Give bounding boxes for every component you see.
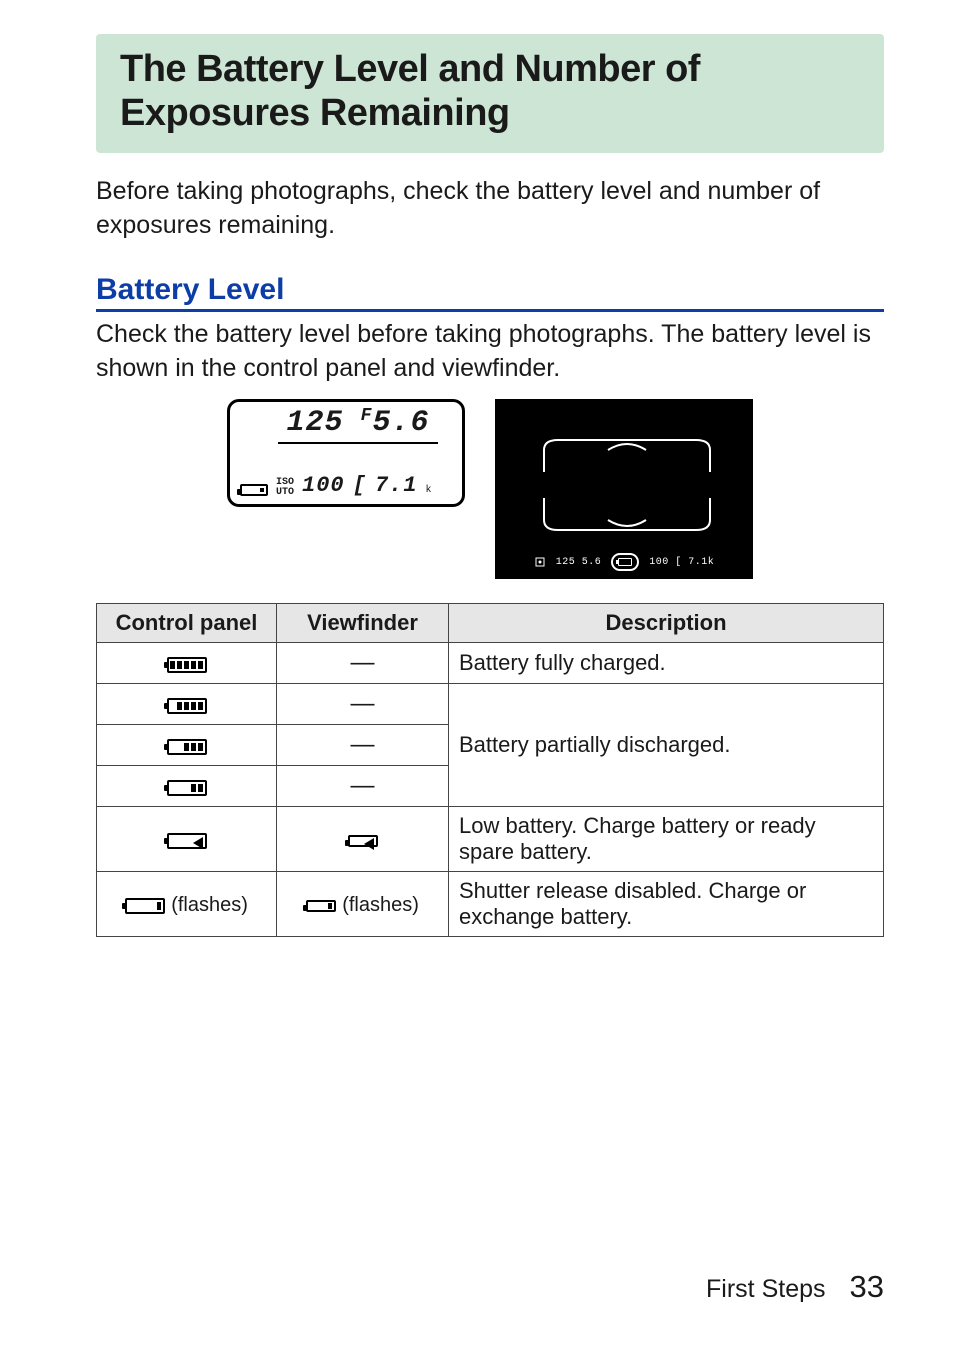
af-point-icon [534, 556, 546, 568]
lcd-iso-value: 100 [302, 473, 345, 498]
flash-label: (flashes) [342, 894, 419, 916]
table-row: — Battery fully charged. [97, 643, 884, 684]
cell-control-panel [97, 725, 277, 766]
cell-description: Battery partially discharged. [449, 684, 884, 807]
table-row: (flashes) (flashes) Shutter release disab… [97, 872, 884, 937]
cell-control-panel [97, 684, 277, 725]
section-intro-text: Check the battery level before taking ph… [96, 318, 884, 386]
battery-icon [167, 698, 207, 714]
cell-description: Low battery. Charge battery or ready spa… [449, 807, 884, 872]
vf-right-readout: 100 [ 7.1k [649, 557, 714, 568]
cell-viewfinder [277, 807, 449, 872]
dash: — [351, 731, 375, 758]
lcd-bracket: [ [353, 473, 367, 498]
lcd-shots: 7.1 [375, 473, 418, 498]
control-panel-figure: 125 F5.6 ISOUTO 100 [ 7.1 k [227, 399, 465, 507]
cell-control-panel [97, 766, 277, 807]
battery-icon [125, 898, 165, 914]
cell-description: Shutter release disabled. Charge or exch… [449, 872, 884, 937]
battery-icon [240, 484, 268, 496]
col-header-viewfinder: Viewfinder [277, 604, 449, 643]
cell-control-panel [97, 643, 277, 684]
footer-page-number: 33 [850, 1269, 884, 1305]
page-footer: First Steps 33 [706, 1269, 884, 1305]
flash-label: (flashes) [171, 894, 248, 916]
lcd-aperture: F5.6 [361, 406, 430, 440]
lcd-bottom-row: ISOUTO 100 [ 7.1 k [230, 473, 462, 498]
battery-icon [167, 833, 207, 849]
viewfinder-battery-ring-icon [611, 553, 639, 571]
lcd-iso-label: ISOUTO [276, 478, 294, 498]
title-bar: The Battery Level and Number of Exposure… [96, 34, 884, 153]
table-row: Low battery. Charge battery or ready spa… [97, 807, 884, 872]
viewfinder-info-strip: 125 5.6 100 [ 7.1k [498, 548, 750, 576]
lcd-top-row: 125 F5.6 [278, 406, 438, 444]
cell-control-panel [97, 807, 277, 872]
viewfinder-frame-icon [534, 438, 720, 532]
battery-icon [167, 657, 207, 673]
table-row: —Battery partially discharged. [97, 684, 884, 725]
footer-section-label: First Steps [706, 1275, 825, 1304]
page: The Battery Level and Number of Exposure… [0, 0, 954, 1345]
cell-viewfinder: — [277, 643, 449, 684]
battery-icon [306, 900, 336, 912]
vf-left-readout: 125 5.6 [556, 557, 602, 568]
battery-level-table: Control panel Viewfinder Description —Ba… [96, 603, 884, 937]
cell-viewfinder: — [277, 725, 449, 766]
battery-icon [348, 835, 378, 847]
cell-viewfinder: — [277, 684, 449, 725]
intro-text: Before taking photographs, check the bat… [96, 175, 884, 243]
col-header-control-panel: Control panel [97, 604, 277, 643]
cell-description: Battery fully charged. [449, 643, 884, 684]
viewfinder-battery-icon [618, 558, 632, 566]
lcd-k: k [425, 485, 431, 496]
battery-icon [167, 739, 207, 755]
dash: — [351, 772, 375, 799]
cell-viewfinder: — [277, 766, 449, 807]
figures-row: 125 F5.6 ISOUTO 100 [ 7.1 k 125 [96, 399, 884, 579]
cell-viewfinder: (flashes) [277, 872, 449, 937]
dash: — [351, 690, 375, 717]
col-header-description: Description [449, 604, 884, 643]
viewfinder-figure: 125 5.6 100 [ 7.1k [495, 399, 753, 579]
battery-icon [167, 780, 207, 796]
cell-control-panel: (flashes) [97, 872, 277, 937]
dash: — [351, 649, 375, 676]
page-title: The Battery Level and Number of Exposure… [120, 48, 860, 135]
lcd-shutter: 125 [287, 406, 344, 440]
section-heading: Battery Level [96, 273, 884, 312]
